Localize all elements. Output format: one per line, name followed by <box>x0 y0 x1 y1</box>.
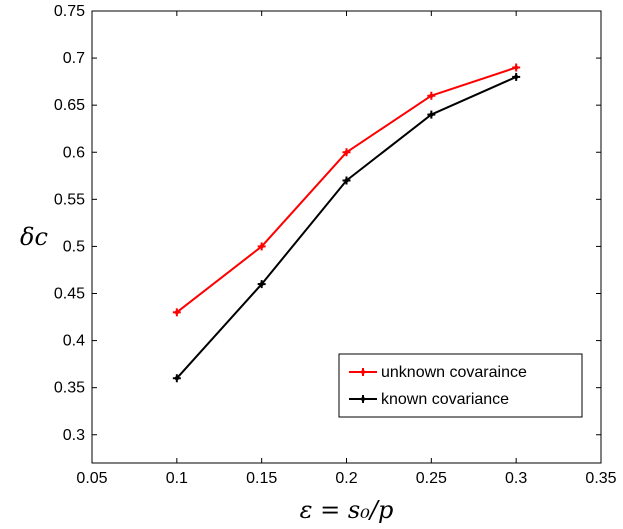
data-point <box>512 72 521 81</box>
legend-box <box>338 353 583 418</box>
x-tick-label: 0.1 <box>166 470 188 487</box>
legend: unknown covaraince known covariance <box>338 353 583 418</box>
legend-marker <box>359 395 367 403</box>
x-tick-label: 0.2 <box>335 470 357 487</box>
x-tick-label: 0.35 <box>585 470 616 487</box>
x-axis-ticks: 0.05 0.1 0.15 0.2 0.25 0.3 0.35 <box>76 11 617 487</box>
x-axis-label: ε = s₀/p <box>300 496 394 524</box>
data-point <box>257 242 266 251</box>
series-0 <box>172 63 521 317</box>
legend-marker <box>359 368 367 376</box>
y-tick-label: 0.65 <box>54 97 85 114</box>
data-point <box>427 91 436 100</box>
legend-label: known covariance <box>381 391 509 408</box>
data-point <box>342 176 351 185</box>
y-tick-label: 0.45 <box>54 286 85 303</box>
y-tick-label: 0.4 <box>63 333 85 350</box>
data-point <box>172 308 181 317</box>
y-tick-label: 0.75 <box>54 3 85 20</box>
y-tick-label: 0.7 <box>63 50 85 67</box>
x-tick-label: 0.05 <box>76 470 107 487</box>
data-point <box>342 148 351 157</box>
data-point <box>512 63 521 72</box>
x-tick-label: 0.3 <box>505 470 527 487</box>
y-axis-ticks: 0.3 0.35 0.4 0.45 0.5 0.55 0.6 0.65 0.7 0.75 <box>54 3 601 444</box>
y-tick-label: 0.5 <box>63 238 85 255</box>
legend-label: unknown covaraince <box>381 364 527 381</box>
y-tick-label: 0.6 <box>63 144 85 161</box>
y-tick-label: 0.55 <box>54 191 85 208</box>
y-tick-label: 0.35 <box>54 380 85 397</box>
series-layer <box>172 63 521 383</box>
data-point <box>427 110 436 119</box>
x-tick-label: 0.15 <box>246 470 277 487</box>
series-1 <box>172 72 521 383</box>
y-tick-label: 0.3 <box>63 427 85 444</box>
legend-item: unknown covaraince <box>349 364 527 381</box>
y-axis-label: δc <box>20 223 48 251</box>
x-tick-label: 0.25 <box>416 470 447 487</box>
data-point <box>257 280 266 289</box>
data-point <box>172 374 181 383</box>
legend-item: known covariance <box>349 391 509 408</box>
